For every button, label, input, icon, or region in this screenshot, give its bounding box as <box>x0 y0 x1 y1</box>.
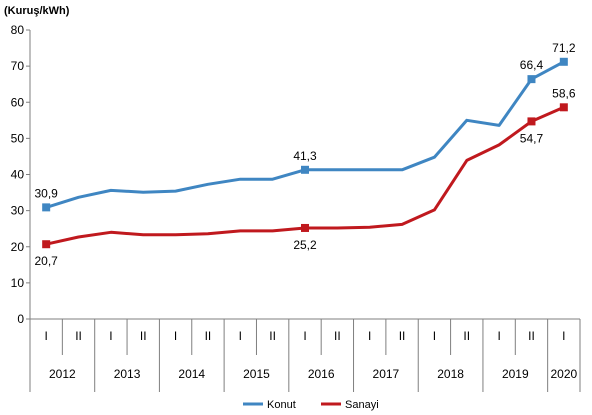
konut-legend-label: Konut <box>267 399 296 411</box>
period-label: I <box>239 329 242 343</box>
sanayi-data-label: 54,7 <box>520 131 544 145</box>
period-label: II <box>528 329 535 343</box>
konut-data-label: 66,4 <box>520 58 544 72</box>
sanayi-marker <box>42 240 51 249</box>
y-tick-label: 20 <box>11 240 25 254</box>
konut-marker <box>42 203 51 212</box>
period-label: I <box>303 329 306 343</box>
year-label: 2012 <box>49 367 76 381</box>
konut-marker <box>559 57 568 66</box>
period-label: I <box>497 329 500 343</box>
year-label: 2020 <box>550 367 577 381</box>
y-tick-label: 70 <box>11 59 25 73</box>
y-tick-label: 40 <box>11 168 25 182</box>
y-tick-label: 10 <box>11 276 25 290</box>
sanayi-marker <box>527 117 536 126</box>
period-label: I <box>433 329 436 343</box>
sanayi-data-label: 20,7 <box>34 254 58 268</box>
y-axis-unit-label: (Kuruş/kWh) <box>4 5 70 17</box>
data-labels: 30,9 41,3 66,4 71,2 20,7 25,2 54,7 58,6 <box>34 41 575 268</box>
sanayi-data-label: 58,6 <box>552 86 576 100</box>
period-label: II <box>140 329 147 343</box>
year-label: 2018 <box>437 367 464 381</box>
y-tick-label: 50 <box>11 131 25 145</box>
konut-marker <box>527 75 536 84</box>
konut-marker <box>301 165 309 174</box>
y-tick-label: 60 <box>11 95 25 109</box>
sanayi-data-label: 25,2 <box>293 238 317 252</box>
period-label: II <box>334 329 341 343</box>
period-label: II <box>463 329 470 343</box>
sanayi-line <box>44 105 566 246</box>
sanayi-marker <box>301 223 309 232</box>
year-label: 2017 <box>373 367 400 381</box>
period-label: I <box>174 329 177 343</box>
series-layer <box>42 57 568 249</box>
year-label: 2013 <box>114 367 141 381</box>
y-tick-label: 30 <box>11 204 25 218</box>
sanayi-marker <box>559 103 568 112</box>
konut-data-label: 41,3 <box>293 149 317 163</box>
period-label: I <box>368 329 371 343</box>
konut-line <box>44 60 566 209</box>
y-tick-label: 0 <box>17 312 24 326</box>
year-label: 2014 <box>178 367 205 381</box>
period-label: II <box>75 329 82 343</box>
year-label: 2016 <box>308 367 335 381</box>
period-label: II <box>269 329 276 343</box>
period-label: II <box>205 329 212 343</box>
konut-data-label: 30,9 <box>34 186 58 200</box>
year-label: 2015 <box>243 367 270 381</box>
period-label: II <box>399 329 406 343</box>
period-label: I <box>109 329 112 343</box>
period-label: I <box>562 329 565 343</box>
sanayi-legend-label: Sanayi <box>345 399 379 411</box>
legend: Konut Sanayi <box>243 399 379 411</box>
year-label: 2019 <box>502 367 529 381</box>
period-label: I <box>45 329 48 343</box>
konut-data-label: 71,2 <box>552 41 576 55</box>
y-tick-label: 80 <box>11 23 25 37</box>
